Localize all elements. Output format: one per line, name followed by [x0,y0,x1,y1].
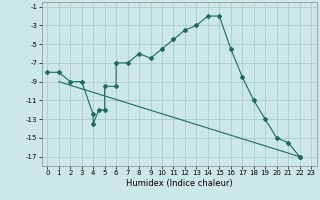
X-axis label: Humidex (Indice chaleur): Humidex (Indice chaleur) [126,179,233,188]
